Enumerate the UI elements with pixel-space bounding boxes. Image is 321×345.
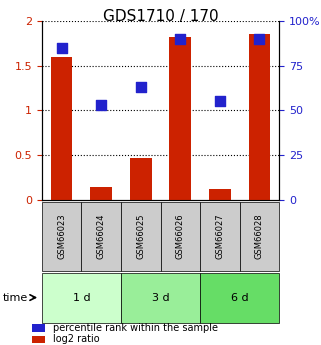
Text: GSM66027: GSM66027: [215, 214, 224, 259]
Bar: [248, 34, 270, 200]
Point: [178, 36, 183, 41]
Text: 3 d: 3 d: [152, 293, 169, 303]
Text: 1 d: 1 d: [73, 293, 90, 303]
Text: time: time: [3, 293, 29, 303]
Bar: [51, 57, 73, 200]
Bar: [209, 189, 231, 200]
Text: GSM66025: GSM66025: [136, 214, 145, 259]
Point: [138, 84, 143, 90]
Point: [217, 99, 222, 104]
Text: 6 d: 6 d: [231, 293, 248, 303]
Bar: [130, 158, 152, 200]
Point: [59, 45, 64, 50]
Text: log2 ratio: log2 ratio: [53, 335, 100, 344]
Text: GSM66026: GSM66026: [176, 214, 185, 259]
Point: [257, 36, 262, 41]
Text: percentile rank within the sample: percentile rank within the sample: [53, 323, 218, 333]
Text: GSM66023: GSM66023: [57, 214, 66, 259]
Text: GSM66024: GSM66024: [97, 214, 106, 259]
Text: GSM66028: GSM66028: [255, 214, 264, 259]
Bar: [90, 187, 112, 200]
Text: GDS1710 / 170: GDS1710 / 170: [103, 9, 218, 23]
Bar: [169, 37, 191, 200]
Point: [99, 102, 104, 108]
